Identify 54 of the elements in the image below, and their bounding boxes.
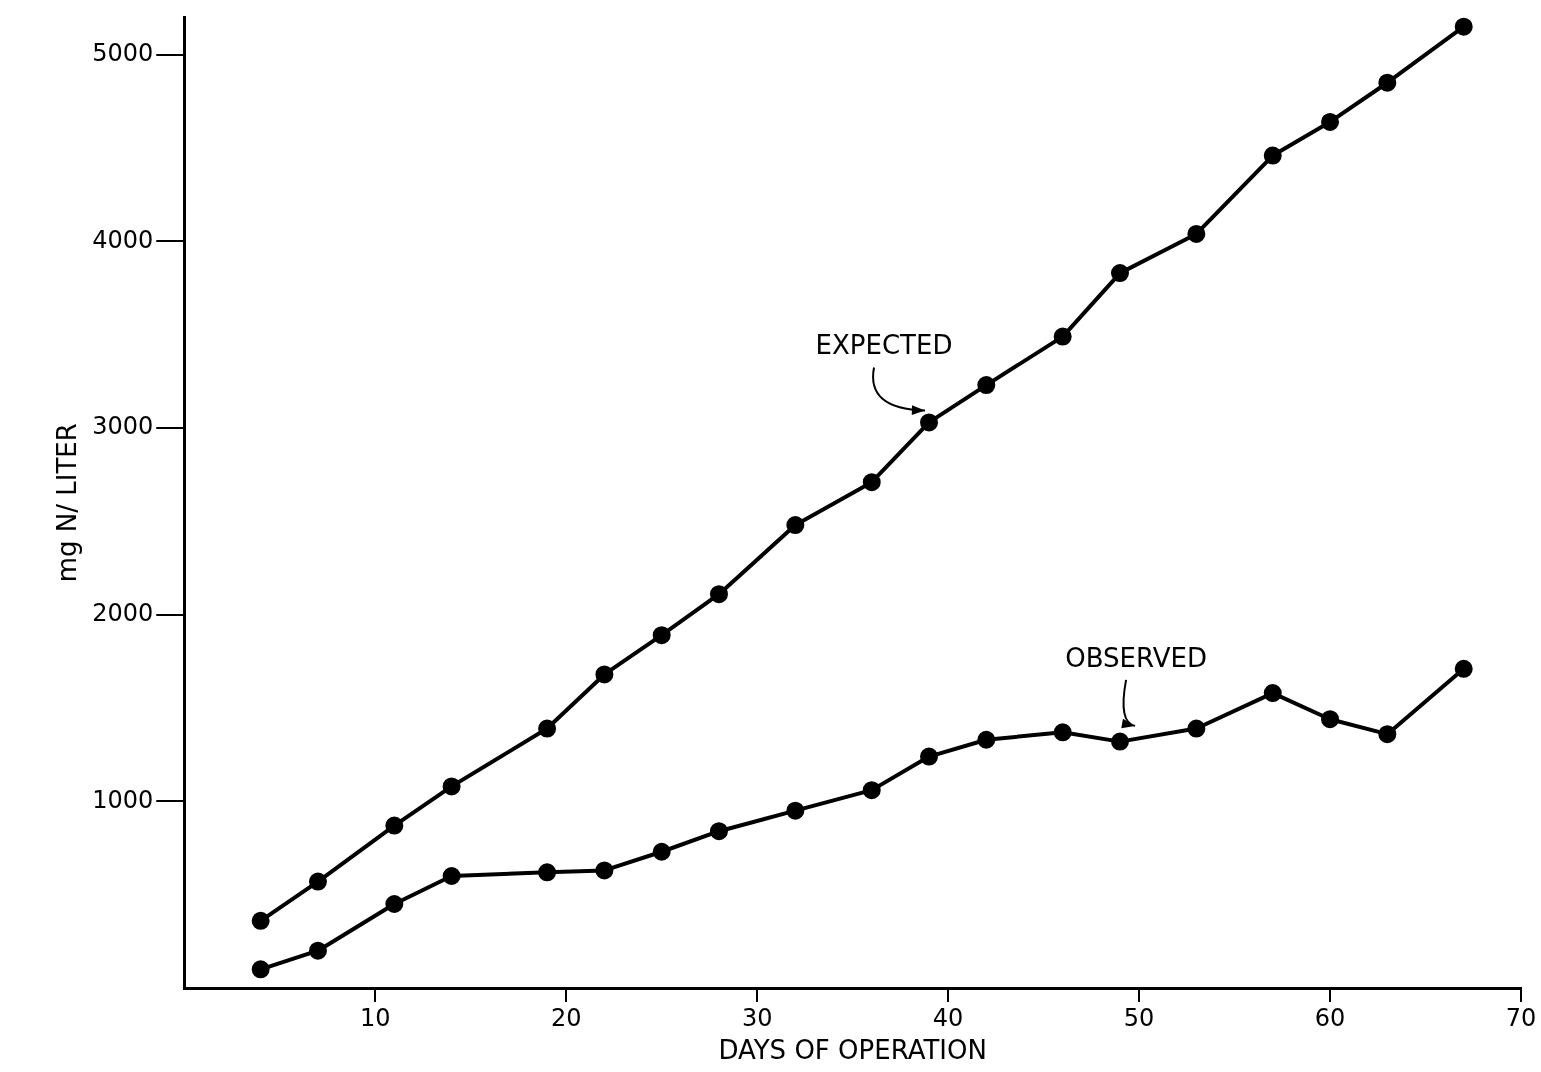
point — [251, 911, 270, 930]
annotation: EXPECTED — [815, 330, 953, 361]
point — [1110, 732, 1129, 751]
point — [977, 730, 996, 749]
point — [442, 867, 461, 886]
point — [1454, 17, 1473, 36]
y-tick-label: 5000 — [92, 38, 154, 67]
point — [595, 861, 614, 880]
point — [1187, 719, 1206, 738]
point — [385, 895, 404, 914]
point — [385, 816, 404, 835]
point — [862, 781, 881, 800]
point — [1454, 659, 1473, 678]
point — [595, 665, 614, 684]
point — [786, 516, 805, 535]
x-tick-label: 10 — [359, 1003, 391, 1032]
point — [1110, 264, 1129, 283]
point — [977, 376, 996, 395]
point — [308, 941, 327, 960]
point — [442, 777, 461, 796]
y-axis-title: mg N/ LITER — [52, 423, 83, 583]
x-tick-label: 50 — [1123, 1003, 1155, 1032]
x-tick-label: 70 — [1505, 1003, 1537, 1032]
point — [709, 822, 728, 841]
point — [786, 801, 805, 820]
point — [652, 842, 671, 861]
point — [538, 719, 557, 738]
point — [251, 960, 270, 979]
x-tick-label: 40 — [932, 1003, 964, 1032]
point — [920, 747, 939, 766]
point — [538, 863, 557, 882]
point — [1378, 725, 1397, 744]
point — [1263, 146, 1282, 165]
point — [1321, 710, 1340, 729]
x-tick-label: 20 — [550, 1003, 582, 1032]
x-axis-title: DAYS OF OPERATION — [718, 1035, 987, 1066]
point — [1187, 224, 1206, 243]
y-tick-label: 1000 — [92, 785, 154, 814]
point — [308, 872, 327, 891]
point — [1321, 112, 1340, 131]
point — [1053, 723, 1072, 742]
annotation: OBSERVED — [1065, 642, 1207, 673]
x-tick-label: 60 — [1314, 1003, 1346, 1032]
point — [1053, 327, 1072, 346]
y-tick-label: 4000 — [92, 225, 154, 254]
point — [1263, 684, 1282, 703]
point — [1378, 73, 1397, 92]
point — [652, 626, 671, 645]
y-tick-label: 2000 — [92, 598, 154, 627]
point — [709, 585, 728, 604]
y-tick-label: 3000 — [92, 412, 154, 441]
point — [920, 413, 939, 432]
x-tick-label: 30 — [741, 1003, 773, 1032]
point — [862, 473, 881, 492]
